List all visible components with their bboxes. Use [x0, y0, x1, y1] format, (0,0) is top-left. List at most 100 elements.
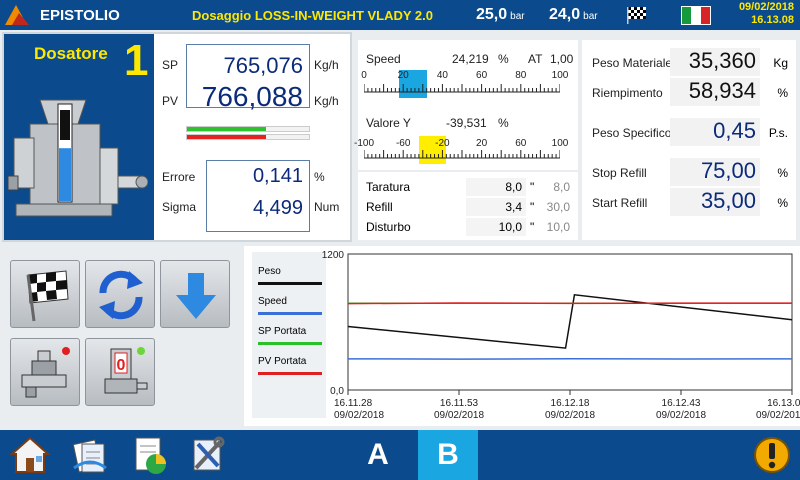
speed-scale — [364, 84, 560, 93]
sp-pv-box[interactable]: 765,076 766,088 — [186, 44, 310, 112]
view-b-button[interactable]: B — [418, 430, 478, 480]
pv-unit: Kg/h — [314, 94, 339, 108]
valve-icon — [21, 347, 70, 398]
arrow-down-icon — [176, 273, 216, 319]
scale-tick-label: -100 — [353, 138, 375, 149]
refill-value[interactable]: 3,4 — [466, 198, 526, 216]
series-pv-portata — [347, 302, 793, 305]
dosatore-values: SP PV 765,076 766,088 Kg/h Kg/h Errore S… — [154, 34, 350, 240]
pv-bar — [186, 134, 310, 140]
svg-text:0: 0 — [117, 357, 126, 374]
x-tick-label: 16.12.43 — [662, 398, 701, 409]
start-refill-unit: % — [777, 196, 788, 210]
disturbo-value[interactable]: 10,0 — [466, 218, 526, 236]
peso-specifico-unit: P.s. — [768, 126, 788, 140]
alarm-button[interactable] — [752, 434, 792, 476]
dosatore-number: 1 — [124, 36, 149, 85]
report-button[interactable] — [130, 434, 170, 476]
chart-plot: 12000,016.11.2809/02/201816.11.5309/02/2… — [322, 250, 800, 421]
speed-unit: % — [498, 52, 509, 66]
peso-materiale-value: 35,360 — [670, 48, 760, 76]
refill-unit: " — [530, 200, 535, 214]
taratura-value[interactable]: 8,0 — [466, 178, 526, 196]
legend-peso: Peso — [258, 266, 281, 277]
riempimento-row: Riempimento 58,934 % — [590, 76, 790, 106]
peso-specifico-label: Peso Specifico — [592, 126, 672, 140]
info-panel: Peso Materiale 35,360 Kg Riempimento 58,… — [582, 40, 796, 240]
errore-label: Errore — [162, 170, 196, 184]
refresh-button[interactable] — [85, 260, 155, 328]
peso-materiale-unit: Kg — [773, 56, 788, 70]
errore-sigma-box[interactable]: 0,141 4,499 — [206, 160, 310, 232]
scale-tick-label: 100 — [551, 70, 569, 81]
speed-label: Speed — [366, 52, 401, 66]
refill-row[interactable]: Refill 3,4 " 30,0 — [364, 198, 574, 216]
feeder-machine-icon — [8, 99, 148, 217]
peso-materiale-label: Peso Materiale — [592, 56, 673, 70]
disturbo-label: Disturbo — [366, 220, 411, 234]
chart-legend: Peso Speed SP Portata PV Portata — [252, 252, 326, 418]
y-tick-label: 0,0 — [330, 386, 344, 397]
zero-button[interactable]: 0 — [85, 338, 155, 406]
disturbo-ref: 10,0 — [546, 220, 570, 234]
stop-refill-label: Stop Refill — [592, 166, 647, 180]
trend-chart: Peso Speed SP Portata PV Portata 1200 0,0… — [244, 246, 800, 426]
start-refill-value[interactable]: 35,00 — [670, 188, 760, 216]
download-button[interactable] — [160, 260, 230, 328]
dosatore-title: Dosatore — [34, 44, 108, 63]
scale-tick-label: -60 — [395, 138, 411, 149]
home-button[interactable] — [9, 434, 51, 476]
start-button[interactable] — [10, 260, 80, 328]
top-bar: EPISTOLIO Dosaggio LOSS-IN-WEIGHT VLADY … — [0, 0, 800, 30]
start-refill-row[interactable]: Start Refill 35,00 % — [590, 186, 790, 216]
scale-tick-label: 0 — [361, 70, 367, 81]
documents-button[interactable] — [70, 434, 110, 476]
scale-tick-label: 40 — [436, 70, 448, 81]
time: 16.13.08 — [751, 14, 794, 26]
speed-indicator — [399, 70, 427, 98]
sigma-label: Sigma — [162, 200, 197, 214]
peso-materiale-row: Peso Materiale 35,360 Kg — [590, 46, 790, 76]
sp-label: SP — [162, 58, 179, 72]
peso-specifico-row[interactable]: Peso Specifico 0,45 P.s. — [590, 116, 790, 146]
taratura-row[interactable]: Taratura 8,0 " 8,0 — [364, 178, 574, 196]
refresh-icon — [99, 270, 143, 320]
valve-button[interactable] — [10, 338, 80, 406]
speed-panel: Speed 24,219 % AT 1,00 0 20 40 60 80 100 Valo… — [354, 40, 578, 170]
peso-specifico-value[interactable]: 0,45 — [670, 118, 760, 146]
scale-zero-icon: 0 — [104, 347, 148, 394]
at-value: 1,00 — [550, 52, 574, 66]
tools-icon — [193, 436, 225, 471]
date: 09/02/2018 — [738, 1, 794, 13]
dosatore-panel[interactable]: Dosatore 1 SP PV 765,076 766,088 Kg/h Kg… — [2, 32, 352, 242]
app-subtitle: Dosaggio LOSS-IN-WEIGHT VLADY 2.0 — [192, 8, 434, 23]
italian-flag-icon[interactable] — [681, 6, 711, 25]
legend-sp-portata: SP Portata — [258, 326, 307, 337]
taratura-unit: " — [530, 180, 535, 194]
disturbo-row[interactable]: Disturbo 10,0 " 10,0 — [364, 218, 574, 236]
series-peso — [347, 293, 793, 349]
x-tick-label: 16.11.53 — [440, 398, 479, 409]
valore-y-indicator — [418, 136, 447, 164]
x-tick-date: 09/02/2018 — [656, 410, 706, 421]
valore-y-label: Valore Y — [366, 116, 411, 130]
scale-tick-label: -20 — [435, 138, 450, 149]
riempimento-value: 58,934 — [670, 78, 760, 106]
race-flag-icon[interactable] — [626, 6, 648, 24]
scale-tick-label: 20 — [397, 70, 409, 81]
stop-refill-row[interactable]: Stop Refill 75,00 % — [590, 156, 790, 186]
checkered-flag-icon — [26, 270, 69, 322]
errore-unit: % — [314, 170, 325, 184]
settings-button[interactable] — [188, 434, 228, 476]
view-a-button[interactable]: A — [367, 438, 389, 471]
documents-icon — [72, 439, 107, 473]
x-tick-label: 16.13.08 — [767, 398, 800, 409]
stop-refill-value[interactable]: 75,00 — [670, 158, 760, 186]
sigma-value: 4,499 — [252, 197, 303, 219]
disturbo-unit: " — [530, 220, 535, 234]
logo-icon — [5, 5, 29, 25]
refill-label: Refill — [366, 200, 393, 214]
riempimento-label: Riempimento — [592, 86, 663, 100]
at-label: AT — [528, 52, 543, 66]
x-tick-label: 16.11.28 — [334, 398, 373, 409]
